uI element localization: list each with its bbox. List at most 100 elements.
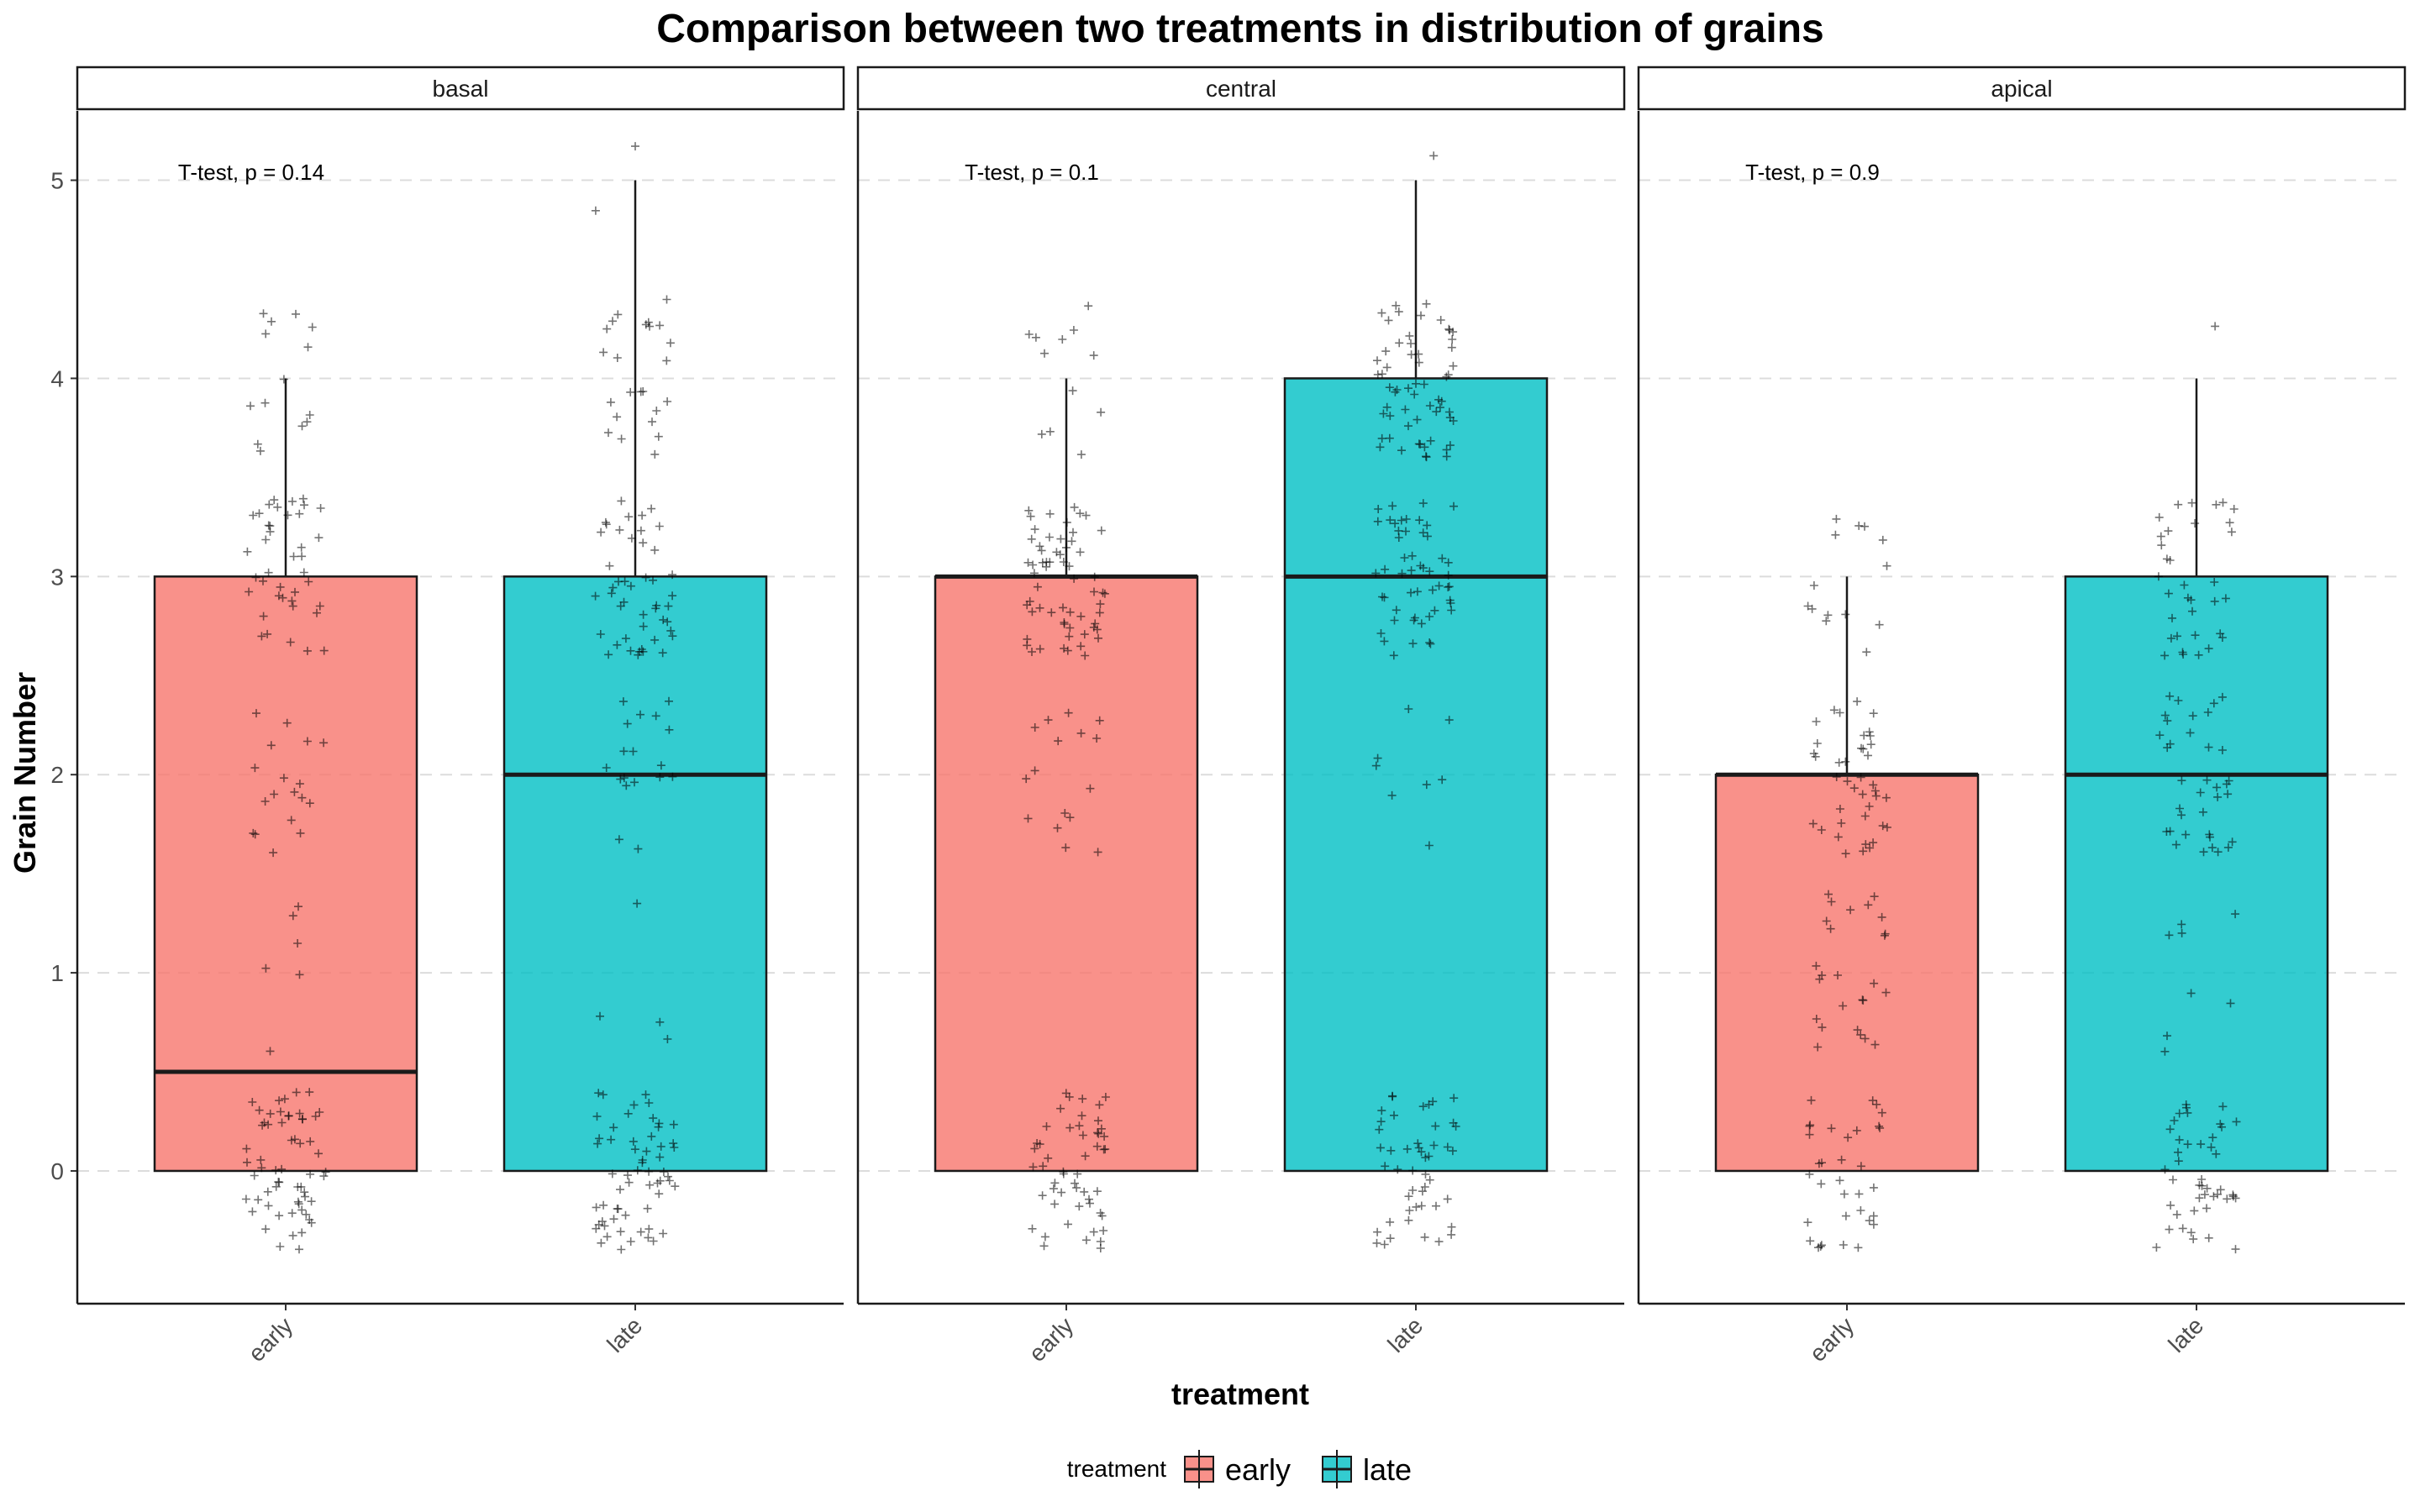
jitter-point [255, 509, 264, 518]
jitter-point [1024, 506, 1034, 515]
jitter-point [1386, 1217, 1395, 1226]
jitter-point [1408, 1166, 1418, 1175]
jitter-point [1395, 339, 1404, 348]
jitter-point [2194, 650, 2203, 659]
jitter-point [2213, 792, 2223, 801]
jitter-point [1065, 1092, 1074, 1101]
jitter-point [271, 1182, 281, 1191]
jitter-point [274, 1178, 283, 1187]
jitter-point [1449, 1094, 1459, 1103]
jitter-point [1817, 1241, 1826, 1250]
y-axis-title: Grain Number [8, 672, 42, 874]
jitter-point [2165, 931, 2174, 940]
jitter-point [1422, 453, 1431, 462]
jitter-point [292, 1088, 301, 1097]
jitter-point [1438, 554, 1447, 563]
jitter-point [1373, 517, 1382, 526]
jitter-point [2165, 1125, 2175, 1134]
jitter-point [1373, 370, 1382, 379]
jitter-point [254, 1195, 263, 1205]
jitter-point [1414, 439, 1423, 449]
ttest-annotation: T-test, p = 0.1 [965, 160, 1099, 185]
jitter-point [1028, 1224, 1037, 1233]
jitter-point [307, 1218, 316, 1227]
box-early [153, 309, 418, 1254]
jitter-point [275, 1211, 284, 1221]
jitter-point [1414, 1143, 1423, 1152]
jitter-point [604, 650, 613, 659]
jitter-point [1096, 600, 1105, 609]
jitter-point [292, 309, 300, 318]
jitter-point [1081, 511, 1091, 520]
jitter-point [1377, 308, 1386, 318]
jitter-point [291, 587, 299, 596]
jitter-point [622, 781, 631, 790]
jitter-point [269, 848, 278, 858]
jitter-point [1394, 533, 1403, 542]
jitter-point [1856, 1162, 1865, 1171]
jitter-point [288, 601, 297, 611]
jitter-point [1394, 307, 1403, 317]
jitter-point [1413, 587, 1422, 596]
jitter-point [315, 601, 324, 611]
jitter-point [1023, 814, 1033, 823]
jitter-point [1844, 1133, 1853, 1142]
jitter-point [1401, 405, 1410, 414]
jitter-point [1392, 386, 1402, 394]
jitter-point [1095, 716, 1104, 725]
jitter-point [1806, 1121, 1815, 1130]
jitter-point [300, 501, 308, 510]
jitter-point [1038, 558, 1047, 567]
jitter-point [1068, 386, 1077, 396]
jitter-point [1415, 516, 1424, 525]
jitter-point [295, 1109, 304, 1118]
jitter-point [1393, 1165, 1402, 1174]
jitter-point [279, 774, 288, 783]
jitter-point [623, 1109, 633, 1118]
jitter-point [1869, 1211, 1878, 1221]
jitter-point [1881, 929, 1890, 938]
jitter-point [1378, 592, 1386, 601]
jitter-point [1059, 1167, 1068, 1176]
jitter-point [257, 632, 266, 641]
jitter-point [1444, 570, 1453, 580]
jitter-point [668, 632, 677, 641]
jitter-point [303, 343, 313, 352]
jitter-point [595, 1134, 604, 1143]
jitter-point [1864, 900, 1873, 910]
jitter-point [2160, 711, 2170, 720]
jitter-point [250, 830, 260, 839]
jitter-point [1812, 961, 1821, 970]
jitter-point [1412, 379, 1420, 388]
jitter-point [1445, 326, 1455, 334]
jitter-point [1841, 849, 1850, 858]
jitter-point [1444, 583, 1453, 591]
y-tick-label: 1 [50, 960, 64, 986]
jitter-point [249, 828, 258, 837]
facet-strip-label: central [1206, 76, 1276, 102]
jitter-point [2174, 500, 2183, 509]
jitter-point [655, 1189, 664, 1199]
jitter-point [1029, 569, 1039, 578]
jitter-point [246, 402, 255, 411]
jitter-point [2218, 1102, 2228, 1111]
jitter-point [1388, 1091, 1397, 1100]
jitter-points [1803, 514, 1891, 1252]
jitter-point [1065, 813, 1075, 822]
jitter-point [1424, 841, 1434, 850]
jitter-point [1035, 644, 1044, 654]
jitter-point [1076, 642, 1086, 651]
jitter-point [315, 1108, 324, 1116]
jitter-point [287, 816, 296, 825]
jitter-point [1038, 1191, 1047, 1200]
jitter-point [264, 521, 273, 530]
jitter-point [319, 646, 329, 655]
jitter-point [1870, 892, 1879, 901]
jitter-point [2160, 1165, 2170, 1174]
jitter-point [649, 575, 657, 585]
jitter-point [1028, 648, 1036, 656]
jitter-point [1095, 608, 1104, 617]
jitter-point [1877, 912, 1886, 921]
jitter-point [2227, 528, 2236, 537]
jitter-point [1877, 1108, 1886, 1117]
